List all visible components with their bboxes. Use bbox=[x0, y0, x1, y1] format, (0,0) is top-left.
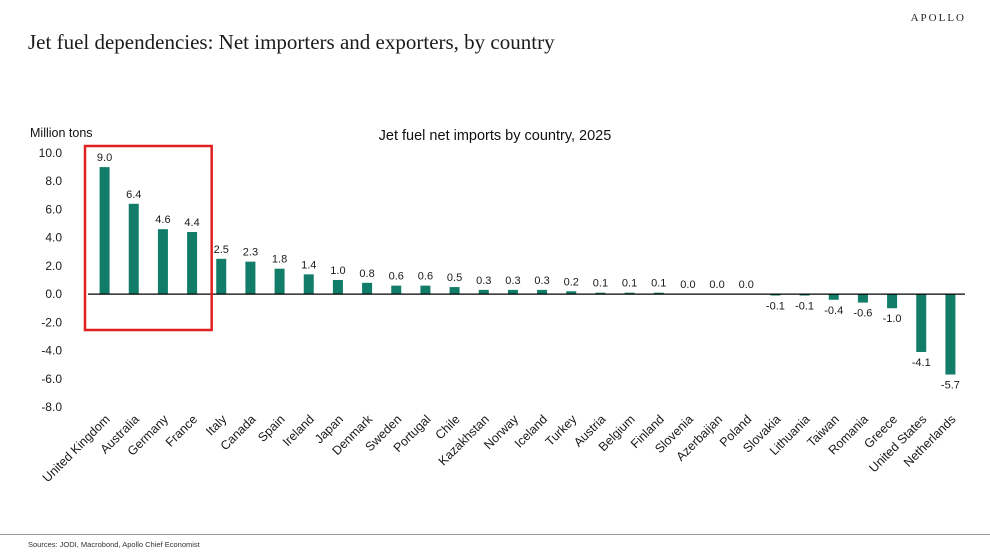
chart-title: Jet fuel net imports by country, 2025 bbox=[378, 128, 612, 144]
bar-value-label: -1.0 bbox=[883, 313, 902, 325]
category-label: Iceland bbox=[512, 412, 550, 450]
bar-value-label: 0.1 bbox=[651, 278, 666, 290]
y-tick-label: -4.0 bbox=[41, 344, 62, 358]
bar-value-label: 9.0 bbox=[97, 152, 112, 164]
bar bbox=[887, 294, 898, 309]
bar bbox=[799, 294, 810, 296]
bar bbox=[507, 289, 518, 295]
y-tick-label: 6.0 bbox=[45, 202, 62, 216]
bar bbox=[945, 294, 956, 375]
bar-value-label: 0.3 bbox=[534, 275, 549, 287]
bar-value-label: 4.6 bbox=[155, 214, 170, 226]
bar-value-label: 0.3 bbox=[476, 275, 491, 287]
bar-value-label: -0.4 bbox=[824, 305, 843, 317]
bar bbox=[420, 285, 431, 295]
bar-value-label: 0.1 bbox=[622, 278, 637, 290]
bar-value-label: 0.1 bbox=[593, 278, 608, 290]
bar bbox=[245, 261, 256, 295]
category-label: Ireland bbox=[280, 412, 317, 449]
bar-value-label: 1.0 bbox=[330, 265, 345, 277]
bar-value-label: 0.8 bbox=[359, 268, 374, 280]
bar-value-label: 0.0 bbox=[709, 279, 724, 291]
bar bbox=[478, 289, 489, 295]
bar-value-label: 0.0 bbox=[739, 279, 754, 291]
bar bbox=[128, 203, 139, 295]
bar-value-label: -0.6 bbox=[853, 308, 872, 320]
bar bbox=[770, 294, 781, 296]
bar-value-label: -0.1 bbox=[795, 301, 814, 313]
bar bbox=[99, 167, 110, 295]
bar bbox=[362, 282, 373, 295]
bar bbox=[332, 280, 343, 295]
apollo-logo: APOLLO bbox=[910, 12, 966, 24]
bar bbox=[566, 291, 577, 295]
bar-value-label: 0.6 bbox=[418, 271, 433, 283]
footer-divider bbox=[0, 534, 990, 535]
y-tick-label: 2.0 bbox=[45, 259, 62, 273]
y-tick-label: 0.0 bbox=[45, 287, 62, 301]
y-axis-unit-label: Million tons bbox=[30, 126, 93, 140]
bar bbox=[537, 289, 548, 295]
bar-value-label: 0.3 bbox=[505, 275, 520, 287]
bar-value-label: 0.0 bbox=[680, 279, 695, 291]
y-tick-label: -2.0 bbox=[41, 315, 62, 329]
bar-value-label: -5.7 bbox=[941, 380, 960, 392]
y-tick-label: 8.0 bbox=[45, 174, 62, 188]
bar-chart: 10.08.06.04.02.00.0-2.0-4.0-6.0-8.09.0Un… bbox=[39, 144, 965, 485]
category-label: France bbox=[163, 412, 200, 449]
bar bbox=[157, 229, 168, 295]
bar-value-label: 2.3 bbox=[243, 247, 258, 259]
bar-value-label: 1.4 bbox=[301, 259, 316, 271]
bar bbox=[391, 285, 402, 295]
bar-value-label: -4.1 bbox=[912, 357, 931, 369]
bar bbox=[916, 294, 927, 352]
y-tick-label: 4.0 bbox=[45, 231, 62, 245]
bar bbox=[216, 258, 227, 295]
bar-value-label: 0.2 bbox=[564, 276, 579, 288]
bar-value-label: 6.4 bbox=[126, 189, 141, 201]
y-tick-label: -8.0 bbox=[41, 400, 62, 414]
bar-value-label: 0.5 bbox=[447, 272, 462, 284]
bar bbox=[449, 287, 460, 295]
bar bbox=[653, 292, 664, 295]
bar-value-label: 0.6 bbox=[389, 271, 404, 283]
bar bbox=[274, 268, 285, 295]
bar bbox=[624, 292, 635, 295]
y-tick-label: 10.0 bbox=[39, 146, 63, 160]
bar-value-label: 1.8 bbox=[272, 254, 287, 266]
bar bbox=[187, 232, 198, 295]
bar-value-label: 2.5 bbox=[214, 244, 229, 256]
bar bbox=[828, 294, 839, 300]
page-title: Jet fuel dependencies: Net importers and… bbox=[28, 30, 555, 54]
bar-value-label: -0.1 bbox=[766, 301, 785, 313]
source-note: Sources: JODI, Macrobond, Apollo Chief E… bbox=[28, 540, 200, 549]
bar-value-label: 4.4 bbox=[184, 217, 199, 229]
highlight-box bbox=[83, 144, 213, 332]
bar bbox=[857, 294, 868, 303]
bar bbox=[303, 274, 314, 295]
y-tick-label: -6.0 bbox=[41, 372, 62, 386]
bar bbox=[595, 292, 606, 295]
